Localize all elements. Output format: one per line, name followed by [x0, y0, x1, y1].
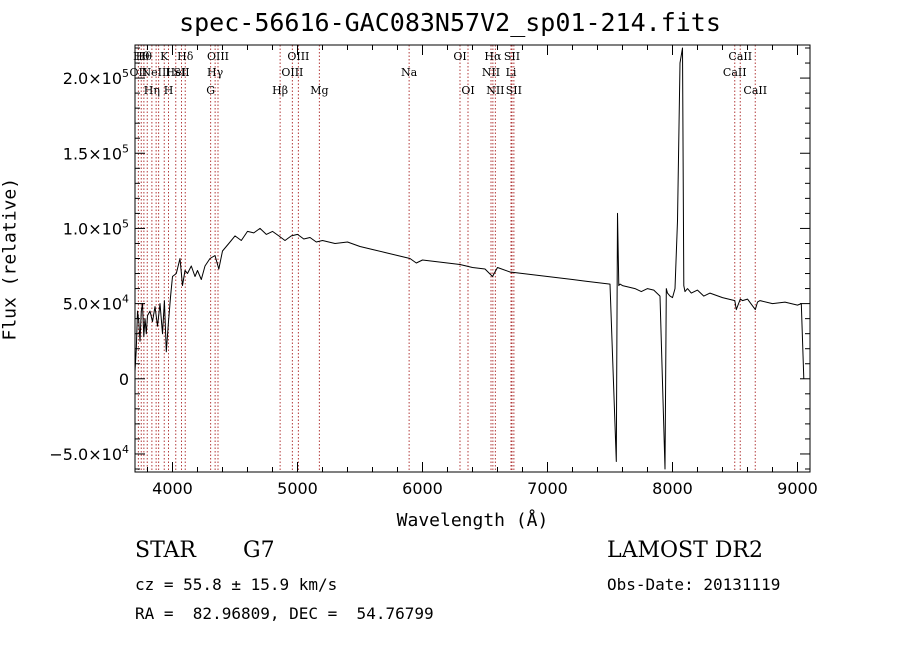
reference-line-label: G [206, 84, 215, 97]
observation-date: Obs-Date: 20131119 [607, 575, 781, 594]
reference-line-label: Na [401, 66, 418, 79]
reference-line-label: Mg [310, 84, 328, 97]
y-tick-label: 1.5×105 [63, 142, 129, 163]
y-tick-mantissa: 1.0×10 [63, 219, 122, 238]
reference-line-label: OI [453, 50, 466, 63]
reference-line-label: Hθ [133, 50, 150, 63]
x-tick-label: 9000 [777, 479, 818, 498]
reference-line-label: CaII [728, 50, 752, 63]
plot-frame [134, 44, 811, 473]
y-tick-label: 0 [119, 370, 129, 389]
reference-line-label: Hγ [207, 66, 224, 79]
y-tick-label: 1.0×105 [63, 217, 129, 238]
y-tick-label: 2.0×105 [63, 67, 129, 88]
reference-line-label: Hβ [272, 84, 288, 97]
reference-line-label: Hη [144, 84, 160, 97]
y-tick-mantissa: 1.5×10 [63, 144, 122, 163]
reference-line-label: Hα [484, 50, 502, 63]
spectrum-line [135, 47, 805, 470]
object-class: STAR [135, 538, 196, 563]
y-tick-mantissa: 2.0×10 [63, 69, 122, 88]
reference-line-label: HeI [166, 66, 186, 79]
x-tick-label: 7000 [527, 479, 568, 498]
reference-line-label: CaII [723, 66, 747, 79]
reference-line-label: OIII [207, 50, 229, 63]
y-tick-mantissa: 5.0×10 [63, 295, 122, 314]
reference-line-label: OII [130, 66, 148, 79]
reference-line-label: H [164, 84, 174, 97]
reference-line-label: OI [461, 84, 474, 97]
reference-line-label: OIII [281, 66, 303, 79]
x-tick-label: 6000 [402, 479, 443, 498]
redshift-cz: cz = 55.8 ± 15.9 km/s [135, 575, 338, 594]
survey-name: LAMOST DR2 [607, 538, 763, 563]
y-tick-exponent: 5 [122, 217, 129, 230]
reference-line-label: K [160, 50, 169, 63]
x-tick-label: 5000 [277, 479, 318, 498]
y-tick-exponent: 5 [122, 67, 129, 80]
reference-line-label: SII [504, 50, 520, 63]
reference-line-label: Hδ [177, 50, 194, 63]
chart-title: spec-56616-GAC083N57V2_sp01-214.fits [179, 8, 721, 37]
y-tick-exponent: 4 [122, 293, 129, 306]
y-axis-label: Flux (relative) [0, 177, 21, 341]
y-tick-mantissa: −5.0×10 [49, 445, 122, 464]
reference-line-label: NII [486, 84, 504, 97]
reference-line-label: NeIII [142, 66, 171, 79]
reference-line-label: SII [506, 84, 522, 97]
y-tick-exponent: 5 [122, 142, 129, 155]
spectrum-series [135, 47, 805, 470]
x-axis-label: Wavelength (Å) [396, 510, 549, 531]
ra-dec-coordinates: RA = 82.96809, DEC = 54.76799 [135, 604, 434, 623]
reference-line-label: Li [506, 66, 517, 79]
reference-line-labels: OIIHθHθHηNeIIIKHHeISIIHδGHγOIIIHβOIIIOII… [130, 50, 768, 97]
x-tick-label: 8000 [652, 479, 693, 498]
y-tick-mantissa: 0 [119, 370, 129, 389]
y-tick-label: −5.0×104 [49, 443, 129, 464]
reference-lines [137, 45, 756, 472]
reference-line-label: CaII [743, 84, 767, 97]
y-tick-label: 5.0×104 [63, 293, 129, 314]
reference-line-label: NII [482, 66, 500, 79]
x-axis-ticks: 4000 5000 6000 7000 8000 9000 [147, 45, 818, 498]
reference-line-label: OIII [287, 50, 309, 63]
y-tick-exponent: 4 [122, 443, 129, 456]
object-subclass: G7 [243, 538, 275, 563]
x-tick-label: 4000 [152, 479, 193, 498]
reference-line-label: SII [173, 66, 189, 79]
reference-line-label: Hθ [136, 50, 153, 63]
